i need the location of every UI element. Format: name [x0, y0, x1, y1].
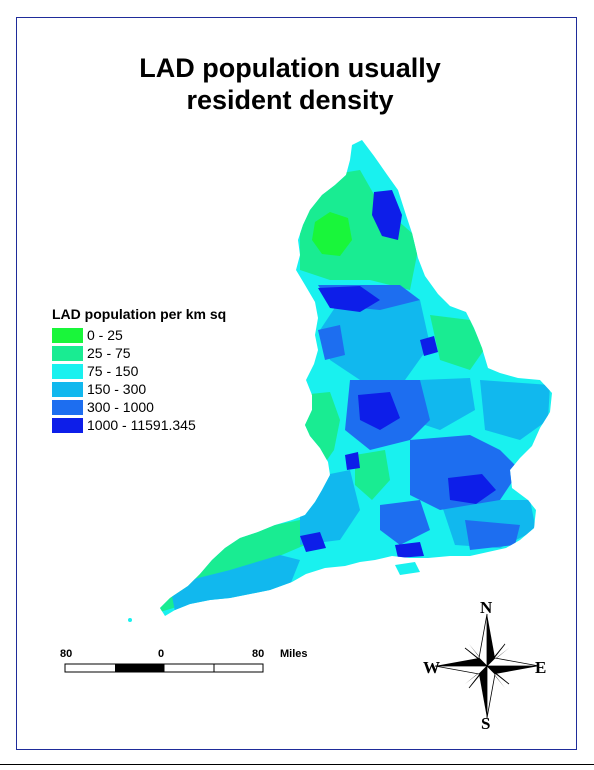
compass-north-label: N: [480, 598, 493, 617]
scale-bar: 80 0 80 Miles: [60, 648, 330, 678]
legend-label: 300 - 1000: [87, 399, 154, 415]
legend-item: 25 - 75: [52, 344, 226, 362]
scale-mid-label: 0: [158, 648, 165, 660]
compass-star-icon: [434, 613, 540, 719]
isles-of-scilly: [128, 618, 132, 622]
legend-item: 75 - 150: [52, 362, 226, 380]
legend-label: 0 - 25: [87, 327, 123, 343]
legend-swatch: [52, 327, 83, 343]
scale-unit-label: Miles: [280, 648, 308, 660]
legend-item: 0 - 25: [52, 326, 226, 344]
legend-swatch: [52, 345, 83, 361]
legend-item: 150 - 300: [52, 380, 226, 398]
compass-rose: N S E W: [420, 598, 555, 733]
isle-of-wight: [395, 562, 420, 575]
compass-east-label: E: [535, 658, 547, 677]
page-bottom-rule: [0, 764, 594, 765]
legend-title: LAD population per km sq: [52, 306, 227, 322]
map-title: LAD population usually resident density: [60, 52, 520, 116]
legend-swatch: [52, 417, 83, 433]
legend-item: 1000 - 11591.345: [52, 416, 226, 434]
legend-label: 1000 - 11591.345: [87, 417, 196, 433]
map-title-line2: resident density: [186, 85, 394, 115]
compass-south-label: S: [481, 714, 491, 733]
map-frame: [16, 17, 577, 750]
legend-item: 300 - 1000: [52, 398, 226, 416]
scale-right-label: 80: [252, 648, 265, 660]
scale-left-label: 80: [60, 648, 73, 660]
compass-west-label: W: [423, 658, 440, 677]
scale-bar-graphic: [64, 663, 264, 673]
legend-swatch: [52, 381, 83, 397]
legend-label: 75 - 150: [87, 363, 139, 379]
legend-swatch: [52, 363, 83, 379]
legend-swatch: [52, 399, 83, 415]
legend-label: 25 - 75: [87, 345, 131, 361]
map-title-line1: LAD population usually: [139, 53, 441, 83]
legend-label: 150 - 300: [87, 381, 147, 397]
map-legend: LAD population per km sq 0 - 25 25 - 75 …: [52, 306, 226, 434]
